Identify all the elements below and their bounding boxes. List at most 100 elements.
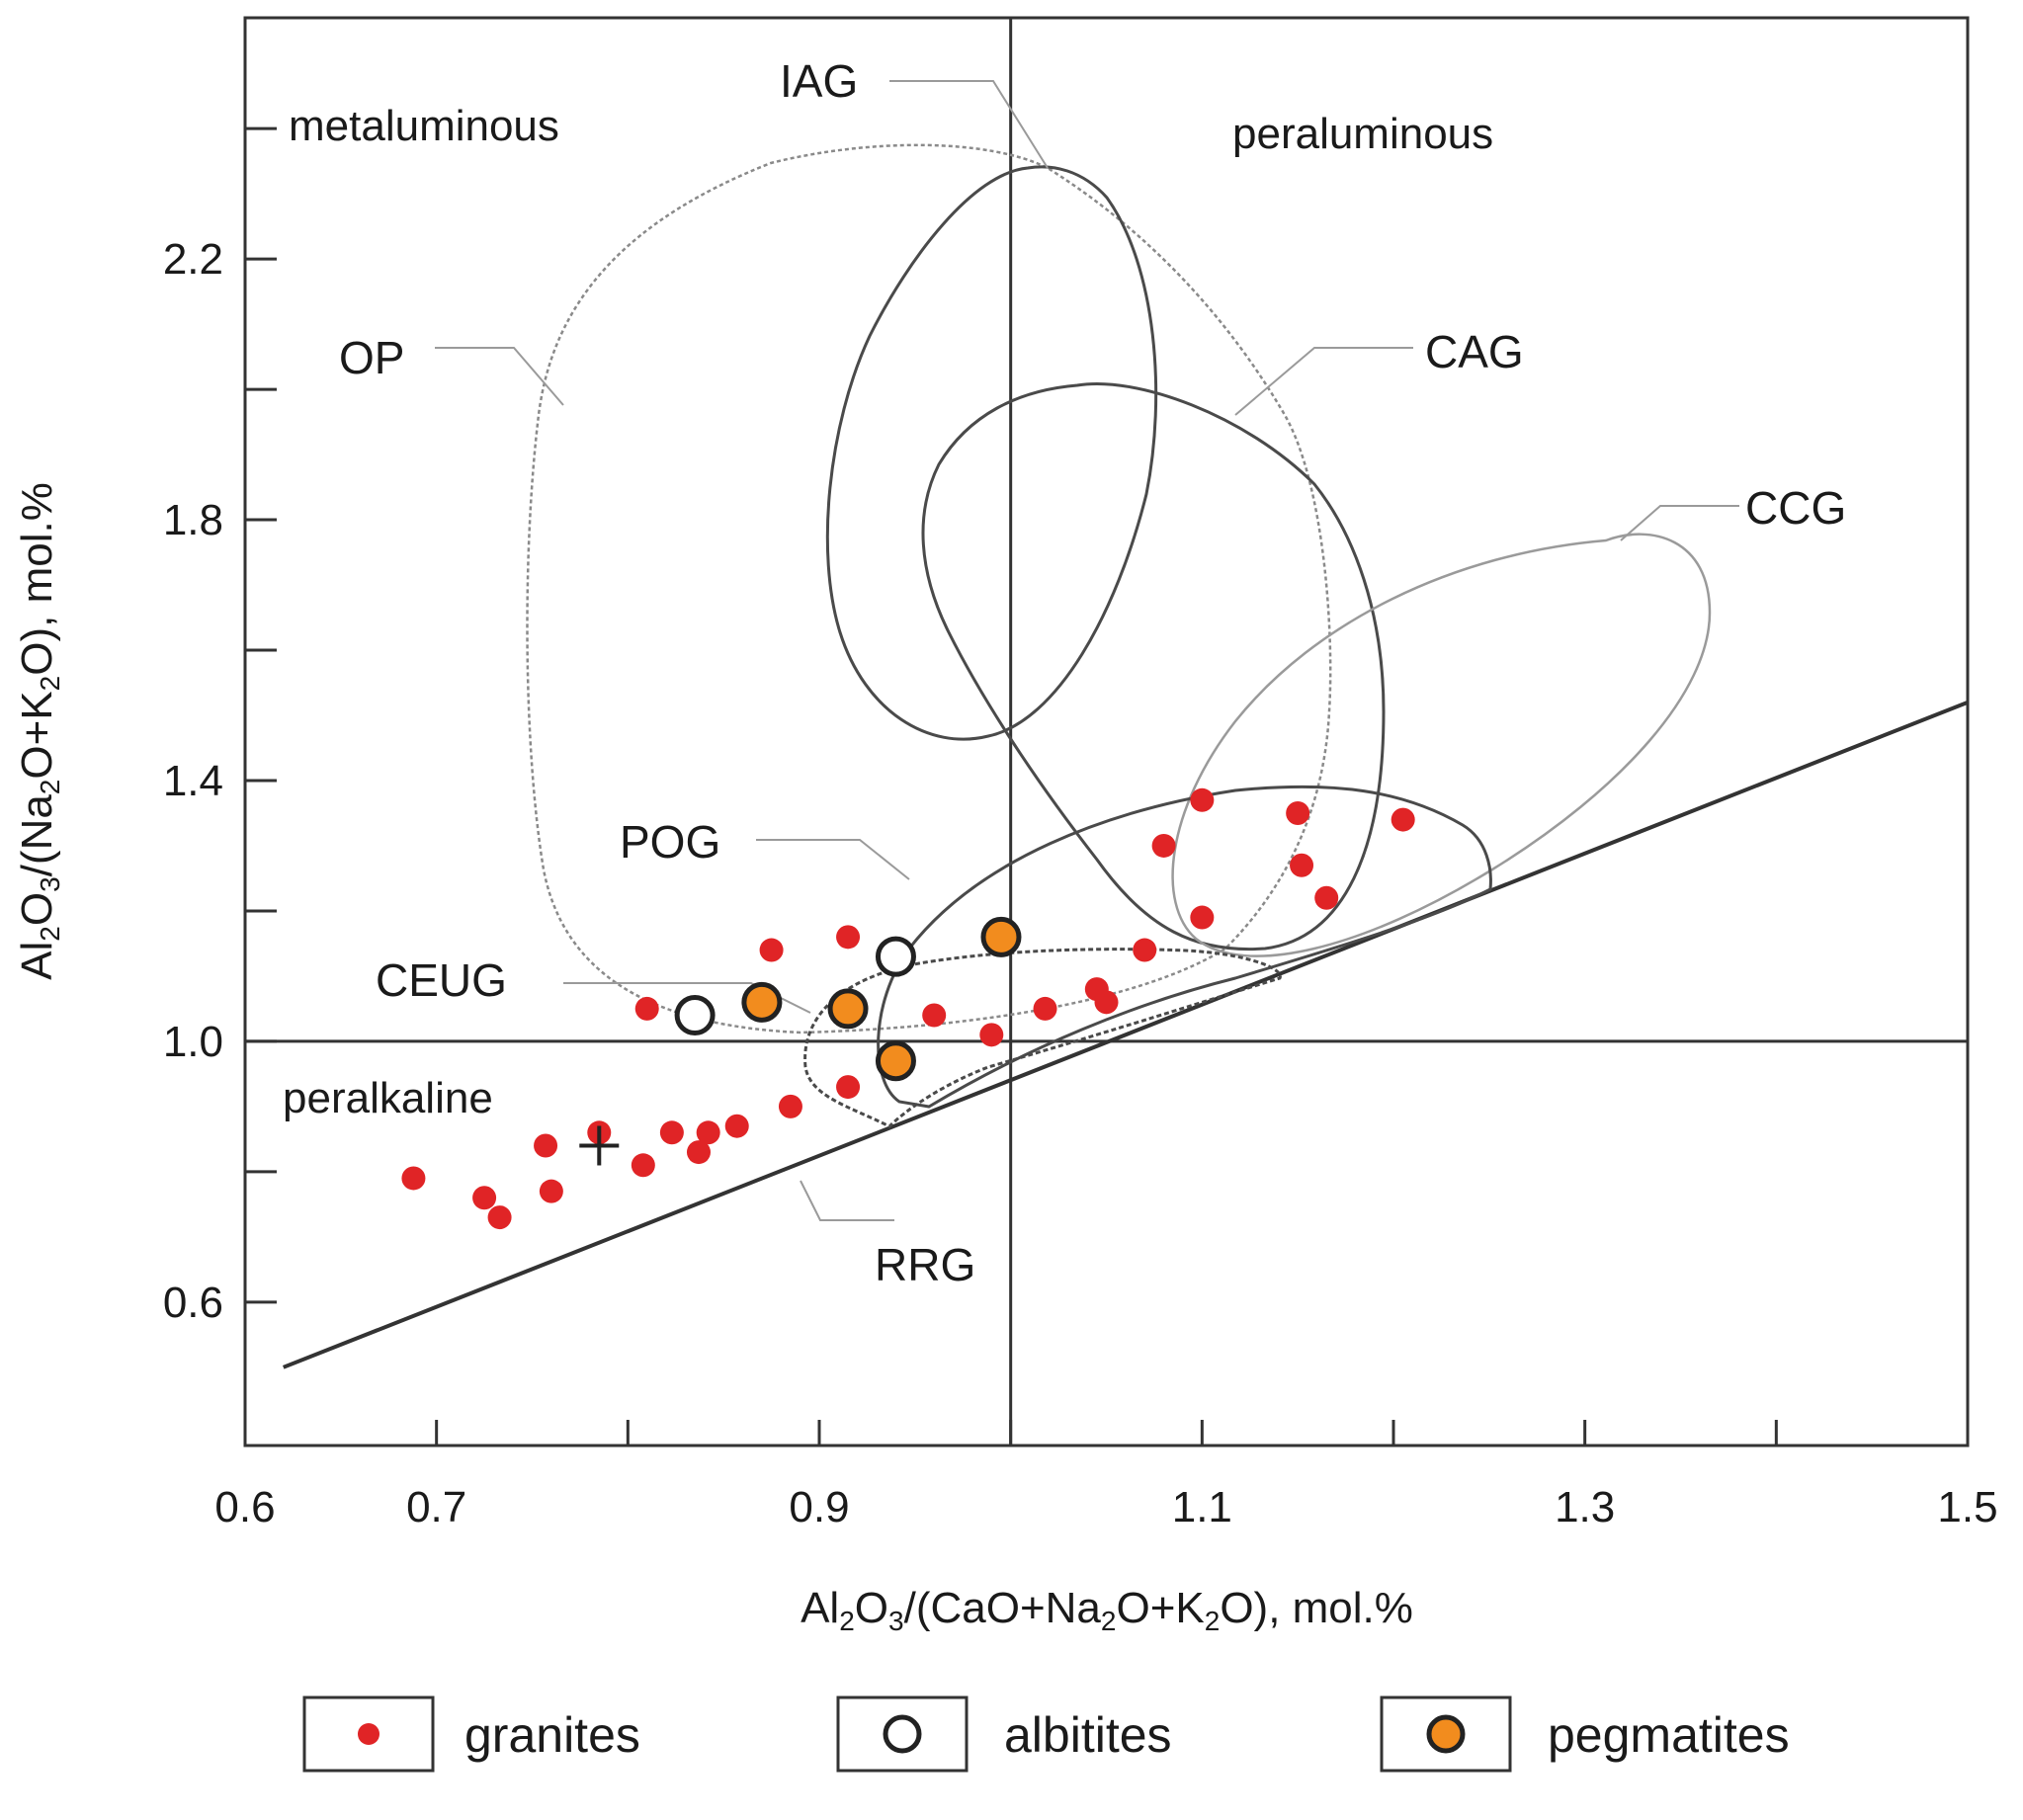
axis-title-segment: O), mol.% (13, 482, 61, 676)
point-granite (1286, 800, 1310, 825)
x-tick-label: 0.9 (789, 1483, 849, 1531)
legend-label-albitites: albitites (1004, 1707, 1172, 1763)
axis-title-segment: O (13, 892, 61, 926)
axis-title-segment: O+K (1116, 1584, 1204, 1632)
axis-title-segment: O), mol.% (1220, 1584, 1413, 1632)
point-granite (922, 1003, 947, 1028)
field-label-iag: IAG (780, 55, 858, 107)
region-label-peralkaline: peralkaline (283, 1074, 493, 1122)
axis-title-subscript: 2 (35, 926, 65, 942)
y-axis-title: Al2O3/(Na2O+K2O), mol.% (13, 482, 65, 980)
axis-title-subscript: 3 (888, 1606, 904, 1636)
point-granite (1151, 833, 1176, 858)
axis-title-segment: Al (801, 1584, 839, 1632)
legend-symbol-albitites (883, 1714, 922, 1754)
axis-title-subscript: 2 (839, 1606, 855, 1636)
point-granite (472, 1186, 497, 1210)
region-label-metaluminous: metaluminous (289, 102, 559, 150)
field-label-pog: POG (620, 816, 720, 868)
label-leader-lines (435, 80, 1739, 1221)
leader-ceug (563, 982, 811, 1014)
axis-title-segment: /(CaO+Na (904, 1584, 1102, 1632)
field-ceug-outline (803, 948, 1282, 1128)
x-axis-title: Al2O3/(CaO+Na2O+K2O), mol.% (801, 1584, 1413, 1636)
field-iag-outline (825, 165, 1158, 741)
axis-title-subscript: 2 (35, 676, 65, 692)
point-albitite (674, 995, 716, 1036)
x-tick-label: 0.7 (406, 1483, 466, 1531)
point-granite (487, 1205, 512, 1230)
x-tick-label: 1.1 (1172, 1483, 1232, 1531)
field-label-ceug: CEUG (376, 954, 507, 1006)
reference-line-ank-equals-acnk (282, 700, 1968, 1369)
point-granite (1290, 853, 1314, 877)
legend-label-pegmatites: pegmatites (1548, 1707, 1790, 1763)
region-label-peraluminous: peraluminous (1232, 110, 1493, 158)
leader-cag (1234, 347, 1413, 416)
axis-title-segment: Al (13, 942, 61, 980)
legend-symbol-granites (358, 1723, 379, 1745)
legend-symbol-pegmatites (1426, 1714, 1466, 1754)
point-granite (634, 996, 659, 1021)
leader-iag (889, 80, 1049, 169)
point-granite (759, 938, 784, 962)
axis-title-segment: O+K (13, 691, 61, 779)
point-granite (539, 1179, 563, 1203)
field-pog-outline (877, 785, 1492, 1109)
y-tick-label: 1.8 (163, 496, 223, 544)
field-label-ccg: CCG (1745, 482, 1846, 534)
y-tick-label: 0.6 (163, 1279, 223, 1327)
data-points (401, 787, 1415, 1230)
y-tick-label: 2.2 (163, 235, 223, 284)
field-label-cag: CAG (1425, 326, 1524, 377)
point-granite (1391, 807, 1415, 832)
y-tick-label: 1.0 (163, 1018, 223, 1066)
point-pegmatite (875, 1040, 916, 1082)
point-granite (696, 1120, 720, 1145)
field-label-rrg: RRG (875, 1239, 975, 1290)
point-granite (979, 1023, 1004, 1047)
point-granite (401, 1166, 426, 1191)
point-granite (1314, 885, 1339, 910)
granite-type-fields (526, 143, 1712, 1128)
point-granite (1133, 938, 1157, 962)
field-label-op: OP (339, 332, 404, 383)
leader-ccg (1620, 505, 1739, 541)
legend-box-pegmatites (1380, 1696, 1512, 1773)
point-albitite (875, 936, 916, 977)
axis-title-subscript: 2 (1101, 1606, 1117, 1636)
point-granite (836, 925, 861, 950)
point-granite (836, 1075, 861, 1100)
axis-title-subscript: 2 (1205, 1606, 1221, 1636)
legend-box-albitites (836, 1696, 969, 1773)
axis-title-subscript: 3 (35, 876, 65, 892)
point-granite (1190, 787, 1215, 812)
leader-op (435, 347, 564, 406)
x-axis-ticks: 0.6 0.7 0.9 1.1 1.3 1.5 (214, 1420, 1998, 1531)
axis-title-subscript: 2 (35, 780, 65, 795)
point-granite (534, 1133, 558, 1158)
point-granite (1094, 990, 1119, 1015)
legend-label-granites: granites (464, 1707, 640, 1763)
point-granite (1190, 905, 1215, 930)
axis-title-segment: /(Na (13, 794, 61, 877)
y-axis-ticks: 0.6 1.0 1.4 1.8 2.2 (163, 126, 277, 1327)
leader-rrg (800, 1180, 894, 1221)
point-granite (724, 1114, 749, 1138)
field-cag-outline (921, 382, 1386, 951)
field-op-outline (526, 143, 1332, 1034)
x-tick-label: 1.3 (1555, 1483, 1615, 1531)
point-pegmatite (827, 988, 869, 1030)
point-granite (778, 1094, 802, 1118)
point-granite (659, 1120, 684, 1145)
x-tick-label: 1.5 (1937, 1483, 1997, 1531)
field-ccg-outline (1171, 533, 1712, 957)
point-granite (1033, 996, 1057, 1021)
rrg-cross-marker (579, 1125, 620, 1166)
point-pegmatite (980, 916, 1022, 957)
x-tick-label: 0.6 (214, 1483, 275, 1531)
y-tick-label: 1.4 (163, 757, 223, 805)
leader-pog (756, 839, 910, 880)
plot-frame (243, 16, 1970, 1448)
